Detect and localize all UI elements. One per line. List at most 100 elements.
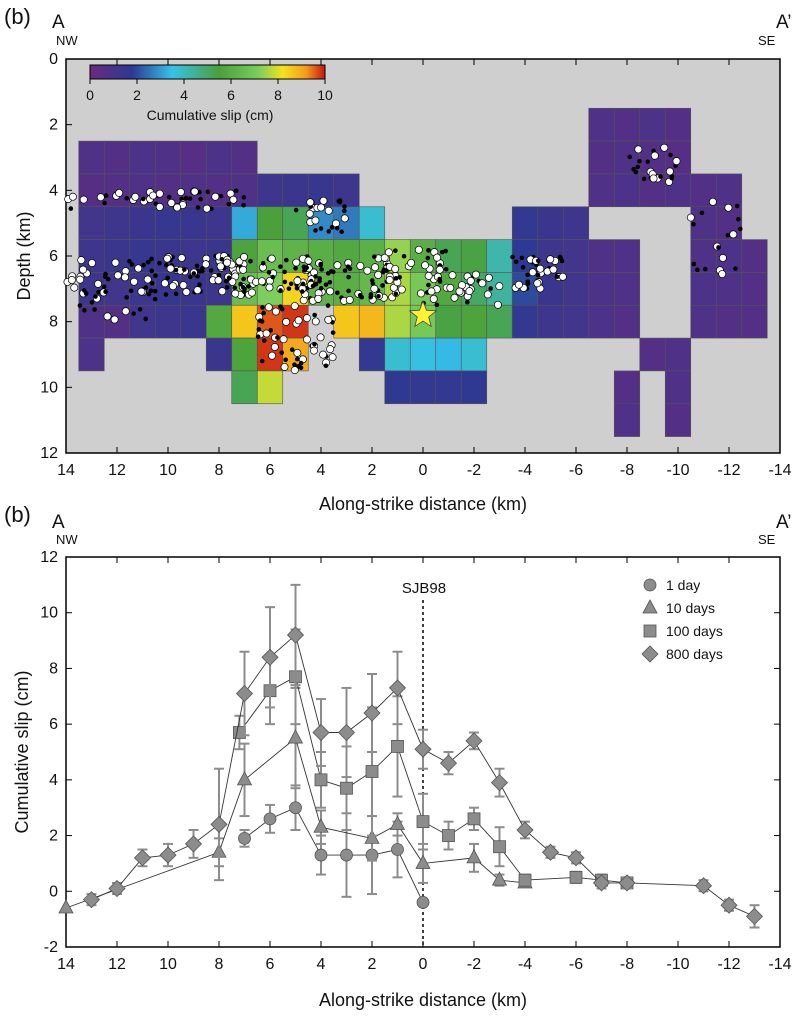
marker-square [340, 781, 353, 795]
earthquake-dot [426, 248, 431, 253]
earthquake-dot [446, 283, 455, 292]
earthquake-dot [290, 302, 299, 310]
earthquake-dot [695, 267, 700, 273]
earthquake-dot [79, 265, 88, 274]
earthquake-dot [558, 272, 567, 281]
earthquake-dot [128, 288, 134, 294]
colorbar-tick-label: 10 [317, 87, 333, 103]
earthquake-dot [325, 303, 331, 308]
panel-a-end-right: A’ [776, 12, 791, 33]
earthquake-dot [131, 192, 140, 201]
earthquake-dot [385, 276, 394, 284]
earthquake-dot [686, 213, 695, 222]
marker-circle [314, 848, 328, 862]
slip-cell [562, 239, 590, 273]
marker-diamond [641, 645, 659, 663]
slip-cell [256, 206, 284, 240]
panel-a-xlabel: Along-strike distance (km) [319, 494, 527, 514]
earthquake-dot [665, 167, 674, 176]
x-tick-label: 2 [368, 462, 377, 479]
legend-entry-label: 100 days [666, 623, 723, 639]
slip-cell [180, 304, 207, 339]
earthquake-dot [270, 274, 276, 280]
slip-cell [562, 206, 590, 240]
earthquake-dot [333, 261, 342, 270]
earthquake-dot [194, 263, 200, 269]
earthquake-dot [554, 274, 560, 280]
slip-cell [562, 272, 590, 306]
slip-cell [639, 337, 666, 372]
earthquake-dot [672, 157, 681, 166]
legend-entry-label: 800 days [666, 646, 723, 662]
earthquake-dot [312, 341, 317, 347]
earthquake-dot [82, 307, 87, 313]
marker-circle [238, 831, 251, 845]
x-tick-label: 4 [317, 462, 326, 479]
slip-cell [639, 107, 666, 142]
y-tick-label: 10 [40, 605, 58, 622]
earthquake-dot [201, 260, 210, 269]
earthquake-dot [211, 192, 220, 201]
marker-square [442, 829, 455, 842]
marker-diamond [694, 877, 713, 895]
earthquake-dot [173, 267, 179, 273]
earthquake-dot [633, 169, 639, 175]
earthquake-dot [177, 254, 186, 262]
panel-b-xlabel: Along-strike distance (km) [319, 990, 527, 1010]
earthquake-dot [305, 209, 314, 218]
earthquake-dot [326, 229, 332, 234]
earthquake-dot [342, 204, 347, 209]
x-tick-label: 12 [108, 956, 126, 973]
earthquake-dot [318, 226, 324, 231]
colorbar-gradient [89, 64, 326, 80]
earthquake-dot [284, 257, 289, 263]
earthquake-dot [326, 287, 335, 296]
earthquake-dot [300, 281, 306, 287]
y-tick-label: 6 [49, 716, 58, 733]
earthquake-dot [313, 228, 318, 233]
earthquake-dot [443, 266, 449, 272]
earthquake-dot [708, 197, 717, 206]
earthquake-dot [92, 307, 97, 312]
earthquake-dot [103, 289, 108, 295]
earthquake-dot [313, 274, 318, 279]
y-tick-label: 0 [49, 51, 58, 68]
earthquake-dot [260, 305, 265, 310]
earthquake-dot [278, 304, 283, 309]
earthquake-dot [312, 312, 317, 318]
earthquake-dot [319, 196, 328, 205]
x-tick-label: 14 [57, 956, 75, 973]
slip-cell [613, 403, 641, 437]
marker-circle [263, 812, 277, 826]
earthquake-dot [393, 248, 398, 253]
marker-diamond [159, 846, 177, 864]
earthquake-dot [329, 225, 335, 230]
earthquake-dot [450, 293, 459, 302]
earthquake-dot [226, 275, 232, 281]
earthquake-dot [323, 282, 329, 287]
slip-cell [358, 337, 386, 372]
earthquake-dot [266, 269, 272, 275]
marker-circle [289, 801, 302, 815]
marker-diamond [312, 723, 330, 742]
earthquake-dot [318, 262, 323, 268]
earthquake-dots [63, 143, 743, 375]
x-tick-label: -6 [569, 462, 583, 479]
earthquake-dot [437, 276, 442, 282]
earthquake-dot [143, 275, 152, 284]
earthquake-dot [328, 353, 337, 362]
earthquake-dot [669, 175, 675, 181]
slip-cell [409, 370, 437, 405]
slip-cell [511, 206, 539, 240]
earthquake-dot [429, 294, 438, 303]
panel-b-ylabel: Cumulative slip (cm) [12, 670, 32, 833]
earthquake-dot [368, 294, 374, 300]
earthquake-dot [282, 279, 288, 285]
marker-diamond [720, 896, 738, 914]
earthquake-dot [127, 258, 132, 264]
earthquake-dot [167, 198, 176, 207]
panel-a-end-left: A [52, 12, 65, 33]
marker-diamond [235, 684, 254, 703]
earthquake-dot [514, 280, 523, 289]
